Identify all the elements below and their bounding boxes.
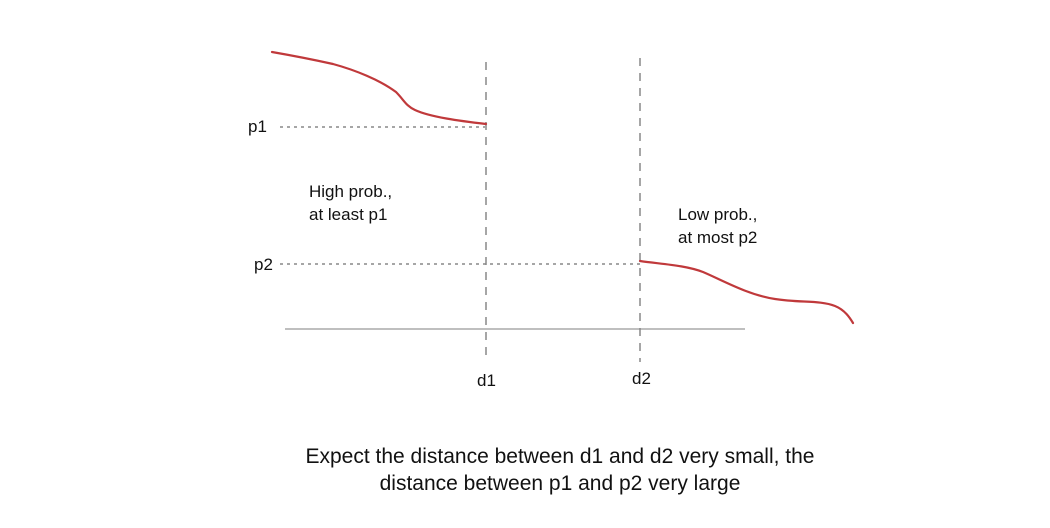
- d2-label: d2: [632, 369, 651, 388]
- low-prob-note-line2: at most p2: [678, 228, 758, 247]
- p1-label: p1: [248, 117, 267, 136]
- low-prob-note-line1: Low prob.,: [678, 205, 758, 224]
- caption: Expect the distance between d1 and d2 ve…: [200, 443, 920, 497]
- p2-label: p2: [254, 255, 273, 274]
- low-prob-note: Low prob., at most p2: [678, 203, 757, 249]
- high-prob-note-line2: at least p1: [309, 205, 388, 224]
- low-prob-curve: [638, 259, 855, 325]
- high-prob-note: High prob., at least p1: [309, 180, 392, 226]
- high-prob-note-line1: High prob.,: [309, 182, 393, 201]
- d1-label: d1: [477, 371, 496, 390]
- caption-line1: Expect the distance between d1 and d2 ve…: [305, 445, 815, 468]
- caption-line2: distance between p1 and p2 very large: [379, 472, 741, 495]
- high-prob-curve: [270, 50, 488, 126]
